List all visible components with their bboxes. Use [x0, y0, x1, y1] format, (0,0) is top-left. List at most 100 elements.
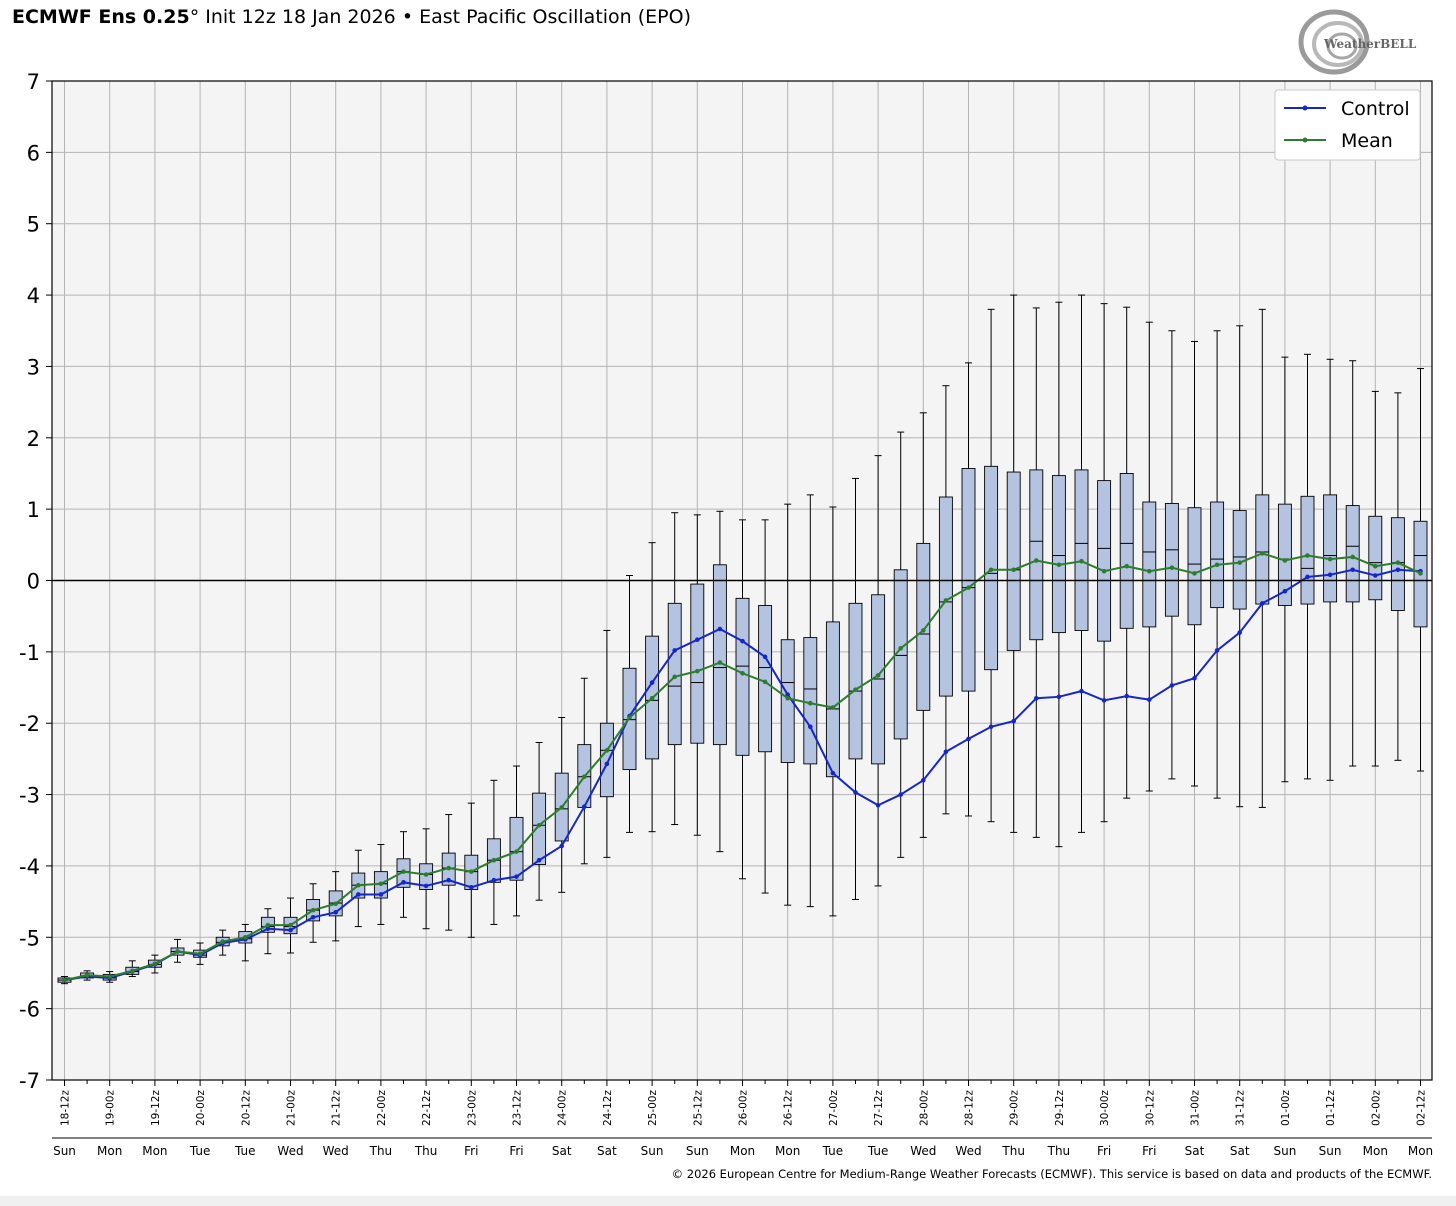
control-point [288, 927, 293, 933]
mean-point [310, 907, 316, 913]
x-tick-label: 19-12z [150, 1090, 162, 1127]
ensemble-box [1097, 303, 1112, 823]
control-point [875, 802, 881, 808]
mean-point [853, 687, 858, 692]
bullet-separator: • [401, 6, 414, 28]
mean-point [966, 585, 971, 590]
x-tick-label: 25-12z [692, 1090, 704, 1127]
mean-point [672, 674, 677, 680]
mean-point [830, 705, 836, 710]
ensemble-box [1187, 340, 1202, 787]
ensemble-box [871, 455, 886, 887]
mean-point [1237, 560, 1242, 565]
control-point [582, 804, 587, 810]
iqr-box [1119, 473, 1134, 629]
control-point [423, 883, 429, 889]
iqr-box [599, 722, 614, 798]
degree-symbol: ° [189, 6, 200, 28]
x-tick-label: 18-12z [60, 1090, 72, 1127]
mean-point [288, 922, 293, 928]
mean-point [1011, 567, 1016, 573]
mean-point [604, 748, 610, 753]
day-label: Tue [234, 1144, 256, 1158]
x-tick-label: 22-00z [376, 1090, 388, 1127]
ensemble-box [306, 883, 321, 943]
mean-point [898, 645, 903, 651]
iqr-box [735, 597, 750, 756]
mean-point [491, 857, 497, 863]
mean-point [717, 660, 723, 665]
ensemble-box [1255, 308, 1270, 808]
iqr-box [848, 602, 863, 760]
control-point [1237, 630, 1242, 635]
x-tick-label: 21-12z [331, 1090, 343, 1127]
control-point [1101, 698, 1107, 703]
x-tick-label: 27-12z [873, 1090, 885, 1127]
legend: Control Mean [1274, 89, 1421, 161]
mean-point [695, 668, 700, 674]
ensemble-box [916, 412, 931, 838]
mean-point [514, 849, 519, 854]
ensemble-box [1142, 321, 1157, 792]
iqr-box [1300, 495, 1315, 605]
control-point [401, 880, 406, 885]
control-point [333, 910, 339, 915]
x-tick-label: 20-12z [240, 1090, 252, 1127]
control-point [559, 843, 564, 849]
control-point [446, 877, 452, 883]
day-label: Fri [1097, 1144, 1111, 1158]
y-tick-label: 7 [27, 70, 40, 94]
iqr-box [780, 639, 795, 763]
x-tick-label: 21-00z [286, 1090, 298, 1127]
control-point [469, 885, 474, 890]
ensemble-box [1029, 307, 1044, 838]
control-point [1192, 675, 1197, 681]
mean-point [1260, 551, 1265, 556]
ensemble-box [1164, 330, 1179, 780]
mean-point [197, 951, 203, 956]
iqr-box [1074, 469, 1089, 631]
day-label: Mon [142, 1144, 167, 1158]
x-tick-label: 19-00z [105, 1090, 117, 1127]
ensemble-box [938, 385, 953, 815]
day-label: Tue [189, 1144, 211, 1158]
x-tick-label: 24-00z [557, 1090, 569, 1127]
iqr-box [1142, 501, 1157, 628]
iqr-box [532, 792, 547, 865]
mean-point [1373, 563, 1378, 569]
control-point [1305, 574, 1310, 580]
mean-point [1418, 571, 1423, 576]
control-point [830, 770, 836, 776]
iqr-box [1345, 505, 1360, 603]
ensemble-box [690, 514, 705, 836]
mean-point [220, 939, 225, 944]
iqr-box [1164, 502, 1179, 617]
mean-point [1034, 558, 1039, 563]
day-label: Sun [686, 1144, 709, 1158]
mean-point [649, 695, 655, 701]
x-tick-label: 28-00z [918, 1090, 930, 1127]
day-label: Tue [822, 1144, 844, 1158]
iqr-box [758, 605, 773, 753]
control-point [1079, 688, 1084, 694]
day-label: Mon [1363, 1144, 1388, 1158]
mean-point [785, 695, 790, 701]
control-point [514, 874, 519, 879]
iqr-box [1051, 475, 1066, 634]
control-point [1056, 694, 1062, 700]
day-label: Wed [955, 1144, 981, 1158]
iqr-box [509, 816, 524, 881]
control-point [808, 724, 813, 730]
mean-point [1327, 556, 1333, 562]
control-point [649, 680, 655, 685]
x-tick-label: 28-12z [964, 1090, 976, 1127]
mean-point [446, 865, 452, 871]
iqr-box [1323, 494, 1338, 603]
day-label: Thu [1047, 1144, 1071, 1158]
y-tick-label: 4 [27, 284, 40, 308]
control-point [491, 877, 497, 883]
control-point [378, 892, 384, 897]
control-point [966, 736, 971, 742]
ensemble-box [848, 477, 863, 900]
x-tick-label: 22-12z [421, 1090, 433, 1127]
